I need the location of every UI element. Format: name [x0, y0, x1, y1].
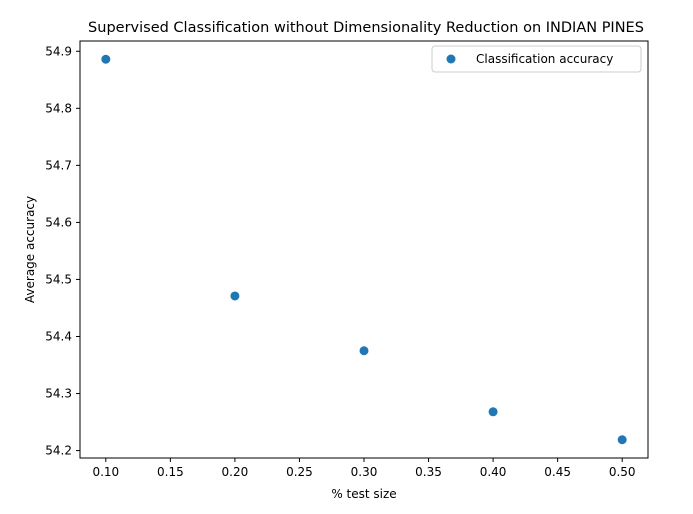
x-tick-label: 0.25: [286, 465, 313, 479]
legend-marker: [446, 54, 456, 64]
plot-area-frame: [79, 40, 649, 459]
data-point: [617, 435, 627, 445]
x-axis: 0.10 0.15 0.20 0.25 0.30 0.35 0.40 0.45 0.50: [92, 458, 636, 479]
legend-box: [431, 45, 642, 73]
data-points: [101, 54, 627, 445]
x-tick-label: 0.50: [609, 465, 636, 479]
x-tick-label: 0.40: [480, 465, 507, 479]
data-point: [488, 407, 498, 417]
legend-label: Classification accuracy: [476, 52, 613, 66]
y-tick-label: 54.2: [45, 444, 72, 458]
chart-title: Supervised Classification without Dimens…: [88, 20, 644, 36]
y-tick-label: 54.6: [45, 215, 72, 229]
y-tick-label: 54.8: [45, 101, 72, 115]
data-point: [101, 54, 111, 64]
data-point: [230, 291, 240, 301]
y-tick-label: 54.4: [45, 329, 72, 343]
y-tick-label: 54.3: [45, 387, 72, 401]
legend: Classification accuracy: [431, 45, 642, 73]
x-tick-label: 0.45: [544, 465, 571, 479]
data-point: [359, 346, 369, 356]
x-tick-label: 0.20: [222, 465, 249, 479]
x-axis-label: % test size: [331, 487, 396, 501]
x-tick-label: 0.35: [415, 465, 442, 479]
y-tick-label: 54.5: [45, 272, 72, 286]
y-tick-label: 54.9: [45, 44, 72, 58]
x-tick-label: 0.30: [351, 465, 378, 479]
x-tick-label: 0.10: [92, 465, 119, 479]
y-axis-label: Average accuracy: [23, 196, 37, 303]
y-tick-label: 54.7: [45, 158, 72, 172]
y-axis: 54.2 54.3 54.4 54.5 54.6 54.7 54.8 54.9: [45, 44, 80, 458]
x-tick-label: 0.15: [157, 465, 184, 479]
